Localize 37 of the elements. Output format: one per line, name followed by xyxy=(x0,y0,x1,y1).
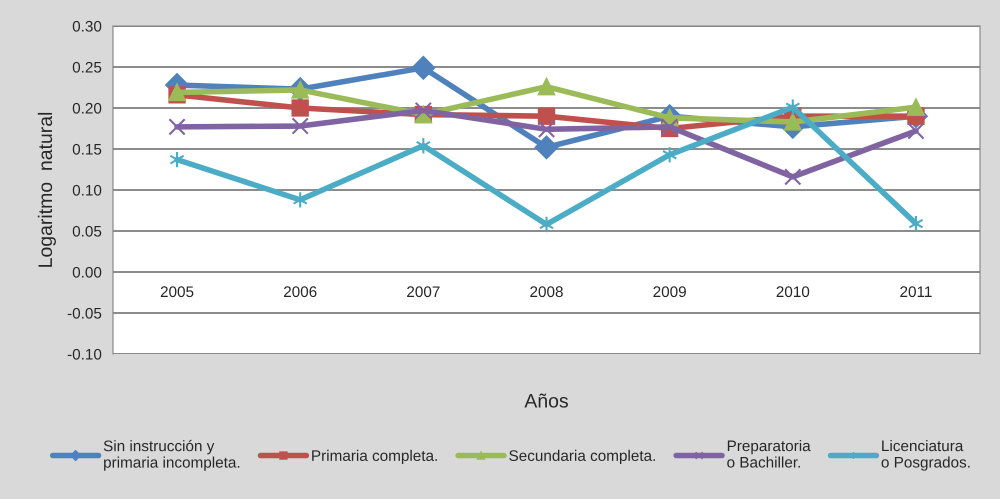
point xyxy=(784,168,802,186)
point xyxy=(292,117,309,135)
legend-label: Secundaria completa. xyxy=(509,450,655,464)
point xyxy=(538,120,556,138)
x-tick-label: 2006 xyxy=(284,286,317,298)
y-tick-label: -0.10 xyxy=(68,348,102,360)
y-tick-label: 0.20 xyxy=(72,102,102,114)
legend-label: Preparatoria o Bachiller. xyxy=(727,440,811,468)
x-tick-label: 2008 xyxy=(530,286,563,298)
point xyxy=(538,108,556,125)
point xyxy=(168,118,186,136)
x-axis-title: Años xyxy=(524,393,568,408)
x-tick-label: 2007 xyxy=(407,286,440,298)
y-tick-label: 0.25 xyxy=(72,62,102,73)
legend-label: Sin instrucción y primaria incompleta. xyxy=(104,440,240,471)
y-tick-label: 0.00 xyxy=(72,266,102,278)
y-tick-label: -0.05 xyxy=(68,308,102,319)
point xyxy=(292,99,309,117)
point xyxy=(538,78,556,96)
point xyxy=(412,56,436,80)
legend-label: Licenciatura o Posgrados. xyxy=(882,440,970,471)
y-tick-label: 0.05 xyxy=(72,226,102,237)
y-tick-label: 0.30 xyxy=(72,20,102,32)
point xyxy=(534,136,558,160)
point xyxy=(784,113,802,131)
point xyxy=(907,122,925,140)
legend-label: Primaria completa. xyxy=(312,450,437,464)
point xyxy=(907,98,925,116)
x-tick-label: 2009 xyxy=(653,286,686,298)
point xyxy=(292,81,309,99)
y-axis-title: Logaritmo natural xyxy=(38,112,56,267)
x-tick-label: 2005 xyxy=(160,286,194,298)
point xyxy=(414,102,432,120)
x-tick-label: 2010 xyxy=(776,286,810,298)
y-tick-label: 0.10 xyxy=(72,184,102,196)
y-tick-label: 0.15 xyxy=(72,144,102,155)
x-tick-label: 2011 xyxy=(900,286,932,298)
